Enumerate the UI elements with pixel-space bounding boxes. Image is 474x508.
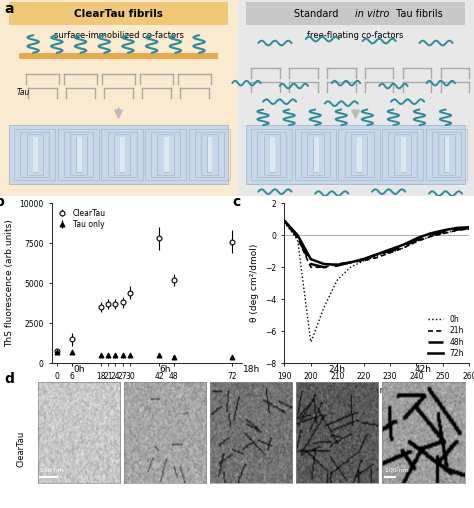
Bar <box>208 137 212 172</box>
Bar <box>14 129 55 180</box>
Bar <box>351 134 367 175</box>
Bar <box>101 129 143 180</box>
Y-axis label: θ (deg cm²/dmol): θ (deg cm²/dmol) <box>250 244 259 323</box>
Text: 6h: 6h <box>159 365 171 374</box>
Text: a: a <box>5 2 14 16</box>
Bar <box>438 134 455 175</box>
Bar <box>114 134 130 175</box>
Text: 100 nm: 100 nm <box>385 468 409 473</box>
Text: 42h: 42h <box>415 365 432 374</box>
Text: b: b <box>0 195 5 209</box>
Text: 18h: 18h <box>243 365 260 374</box>
X-axis label: λ (nm): λ (nm) <box>362 386 392 395</box>
Text: in vitro: in vitro <box>355 9 389 19</box>
Bar <box>195 132 224 177</box>
Bar <box>201 134 218 175</box>
Bar <box>357 137 361 172</box>
Y-axis label: ThS fluorescence (arb.units): ThS fluorescence (arb.units) <box>5 219 14 347</box>
Bar <box>64 132 93 177</box>
Bar <box>270 137 275 172</box>
Bar <box>401 137 406 172</box>
Bar <box>314 137 319 172</box>
Legend: 0h, 21h, 48h, 72h: 0h, 21h, 48h, 72h <box>427 313 465 359</box>
Bar <box>251 129 292 180</box>
Text: free-floating co-factors: free-floating co-factors <box>307 30 404 40</box>
Bar <box>338 129 380 180</box>
Bar <box>401 137 405 172</box>
Bar <box>246 125 465 184</box>
Bar <box>207 137 211 172</box>
Bar <box>394 134 411 175</box>
Bar <box>345 132 374 177</box>
Bar <box>0 0 237 196</box>
Text: ClearTau: ClearTau <box>17 431 26 467</box>
Bar <box>20 132 49 177</box>
Bar <box>145 129 186 180</box>
Bar <box>246 2 465 25</box>
Text: 24h: 24h <box>329 365 346 374</box>
Bar <box>77 137 82 172</box>
Text: Tau fibrils: Tau fibrils <box>393 9 443 19</box>
Bar <box>237 0 474 196</box>
Bar <box>27 134 43 175</box>
Bar <box>264 134 280 175</box>
Bar <box>108 132 137 177</box>
Bar <box>388 132 417 177</box>
Bar <box>9 125 228 184</box>
Text: c: c <box>233 195 241 209</box>
Bar <box>432 132 461 177</box>
Legend: ClearTau, Tau only: ClearTau, Tau only <box>56 207 108 230</box>
Bar <box>70 134 87 175</box>
X-axis label: Time (h): Time (h) <box>128 386 166 395</box>
Bar <box>189 129 230 180</box>
Bar <box>151 132 180 177</box>
Bar <box>270 137 274 172</box>
Bar <box>307 134 324 175</box>
Bar <box>164 137 168 172</box>
Text: 500 nm: 500 nm <box>40 468 64 473</box>
Bar <box>313 137 318 172</box>
Text: Tau: Tau <box>17 88 30 98</box>
Bar <box>19 53 218 58</box>
Bar <box>58 129 99 180</box>
Bar <box>295 129 336 180</box>
Bar <box>33 137 38 172</box>
Bar <box>357 137 362 172</box>
Bar <box>445 137 449 172</box>
Bar <box>33 137 37 172</box>
Bar <box>426 129 467 180</box>
Bar <box>301 132 330 177</box>
Bar <box>257 132 286 177</box>
Text: ClearTau fibrils: ClearTau fibrils <box>74 9 163 19</box>
Text: surface-immobilized co-factors: surface-immobilized co-factors <box>54 30 183 40</box>
Bar <box>76 137 81 172</box>
Bar <box>157 134 174 175</box>
Bar <box>382 129 423 180</box>
Text: 0h: 0h <box>73 365 85 374</box>
Text: d: d <box>5 372 15 387</box>
Bar <box>444 137 448 172</box>
Bar <box>120 137 125 172</box>
Bar <box>9 2 228 25</box>
Bar <box>164 137 169 172</box>
Bar <box>120 137 124 172</box>
Text: Standard: Standard <box>294 9 341 19</box>
